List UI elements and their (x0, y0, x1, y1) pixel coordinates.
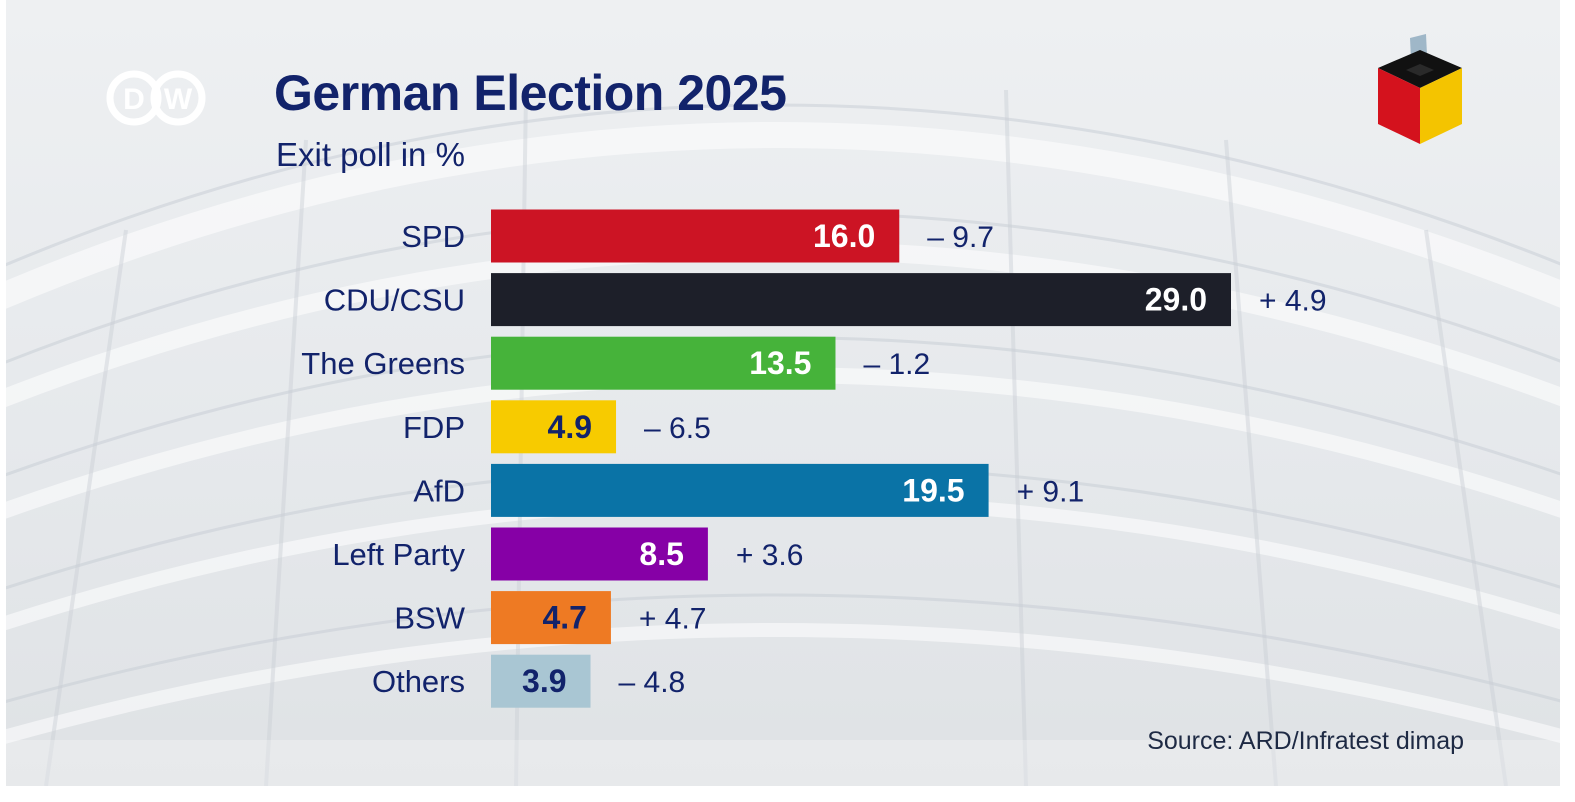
value-label: 16.0 (813, 218, 875, 254)
bar (491, 591, 611, 645)
chart-canvas: D W German Election 2025 Exit poll in % … (6, 0, 1560, 786)
bar (491, 209, 900, 263)
ballot-box-icon (1378, 34, 1462, 144)
svg-text:D: D (123, 83, 145, 116)
change-label: + 9.1 (1017, 475, 1085, 508)
bar (491, 273, 1231, 327)
value-label: 13.5 (749, 345, 811, 381)
value-label: 29.0 (1145, 282, 1207, 318)
bar (491, 463, 989, 517)
value-label: 3.9 (522, 663, 566, 699)
chart-subtitle: Exit poll in % (276, 136, 465, 173)
change-label: + 4.9 (1259, 285, 1327, 318)
source-note: Source: ARD/Infratest dimap (1147, 727, 1464, 755)
category-label: The Greens (301, 346, 465, 381)
category-label: AfD (413, 473, 465, 508)
category-label: BSW (394, 601, 465, 636)
value-label: 4.7 (542, 600, 586, 636)
category-label: CDU/CSU (324, 283, 465, 318)
category-label: SPD (401, 219, 465, 254)
change-label: + 4.7 (639, 603, 707, 636)
bar (491, 527, 708, 581)
category-label: Left Party (332, 537, 465, 572)
bar-chart: SPD 16.0 – 9.7 CDU/CSU 29.0 + 4.9 The Greens 13… (301, 209, 1327, 708)
dw-logo: D W (106, 70, 206, 126)
chart-title: German Election 2025 (274, 65, 787, 121)
category-label: FDP (403, 410, 465, 445)
change-label: – 4.8 (619, 666, 686, 699)
bar (491, 654, 591, 708)
change-label: + 3.6 (736, 539, 804, 572)
change-label: – 6.5 (644, 412, 711, 445)
bar (491, 400, 617, 454)
value-label: 19.5 (902, 472, 964, 508)
value-label: 4.9 (548, 409, 592, 445)
change-label: – 9.7 (927, 221, 994, 254)
category-label: Others (372, 664, 465, 699)
value-label: 8.5 (639, 536, 683, 572)
bar (491, 336, 836, 390)
svg-text:W: W (164, 83, 193, 116)
change-label: – 1.2 (863, 348, 930, 381)
